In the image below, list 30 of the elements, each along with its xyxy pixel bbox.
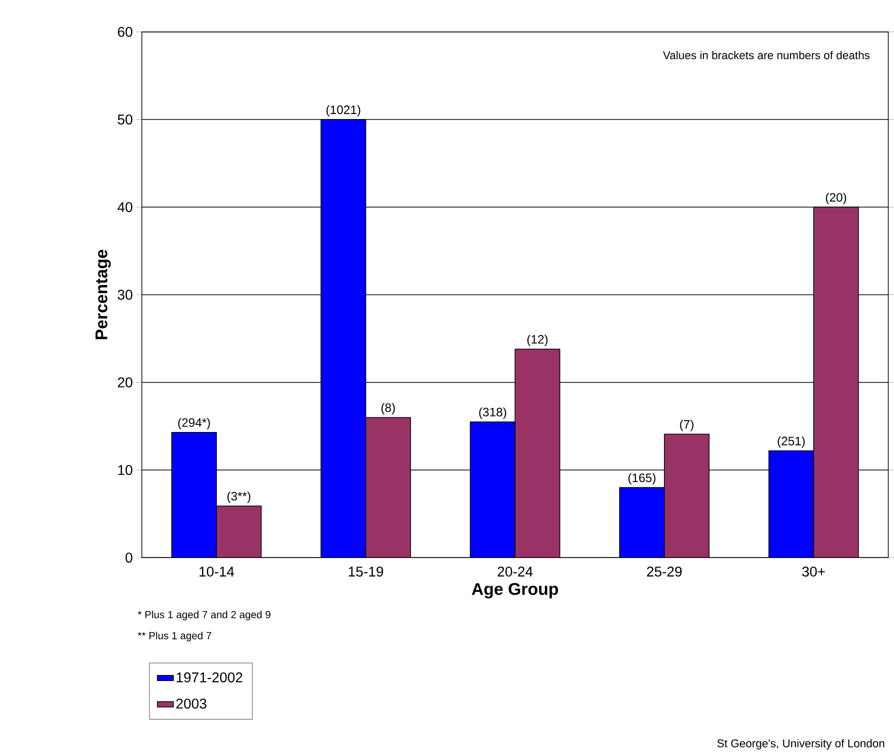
annotation: (294*) xyxy=(178,418,210,430)
annotation: (251) xyxy=(778,436,805,448)
annotation: (165) xyxy=(628,473,656,485)
y-tick-label: 50 xyxy=(118,114,132,125)
annotation: (318) xyxy=(479,408,506,419)
x-tick-label: 30+ xyxy=(802,566,825,577)
y-axis-title: Percentage xyxy=(96,250,111,340)
legend-label: 1971-2002 xyxy=(176,672,242,683)
y-tick-label: 0 xyxy=(126,552,132,563)
annotation: (1021) xyxy=(326,105,360,117)
text: ** Plus 1 aged 7 xyxy=(138,632,212,642)
annotation: (3**) xyxy=(227,492,250,504)
x-axis-title: Age Group xyxy=(472,583,558,599)
annotation: Values in brackets are numbers of deaths xyxy=(662,51,870,60)
x-tick-label: 15-19 xyxy=(348,566,384,577)
y-tick-label: 60 xyxy=(118,27,132,37)
text: St George's, University of London xyxy=(717,739,884,750)
annotation: (20) xyxy=(826,192,846,204)
text: * Plus 1 aged 7 and 2 aged 9 xyxy=(138,610,270,620)
y-tick-label: 40 xyxy=(118,202,132,212)
y-tick-label: 20 xyxy=(118,378,132,388)
x-tick-label: 20-24 xyxy=(498,566,533,577)
legend-label: 2003 xyxy=(176,698,206,709)
y-tick-label: 10 xyxy=(118,465,132,476)
annotation: (8) xyxy=(381,403,395,415)
annotation: (12) xyxy=(527,334,548,346)
annotation: (7) xyxy=(680,420,694,432)
x-tick-label: 10-14 xyxy=(200,566,234,577)
x-tick-label: 25-29 xyxy=(647,566,682,577)
y-tick-label: 30 xyxy=(118,290,132,300)
